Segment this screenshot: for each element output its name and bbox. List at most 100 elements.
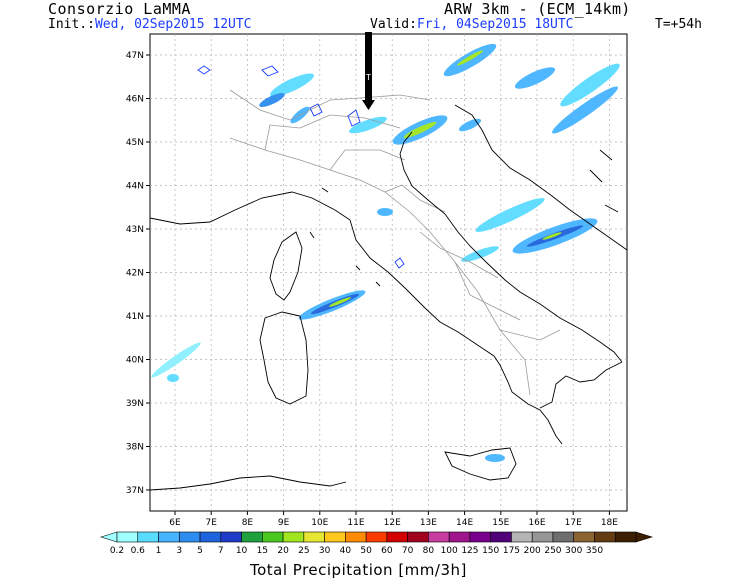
lon-label: 13E: [420, 518, 437, 528]
legend-swatch: [635, 531, 654, 543]
precip-band: [167, 374, 179, 382]
legend-swatch: [614, 531, 637, 543]
arrow-marker-icon: T: [362, 32, 375, 110]
legend-swatch: [303, 531, 325, 543]
lat-label: 37N: [126, 486, 144, 496]
legend-title: Total Precipitation [mm/3h]: [250, 561, 467, 579]
legend-swatch: [116, 531, 139, 543]
precip-band: [377, 208, 393, 216]
legend-value: 80: [423, 546, 435, 556]
organization-title: Consorzio LaMMA: [48, 0, 191, 18]
lon-label: 12E: [384, 518, 401, 528]
svg-text:T: T: [365, 73, 371, 82]
legend-value: 100: [441, 546, 458, 556]
legend-value: 70: [402, 546, 414, 556]
longitude-labels: 6E 7E 8E 9E 10E 11E 12E 13E 14E 15E 16E 17E 18E: [169, 511, 618, 528]
legend-swatch: [178, 531, 201, 543]
precip-band: [349, 116, 387, 134]
legend-swatch: [365, 531, 388, 543]
legend-value: 350: [586, 546, 603, 556]
precip-band: [461, 246, 499, 262]
valid-label: Valid:: [370, 17, 417, 32]
legend-value: 3: [176, 546, 182, 556]
legend-swatch: [407, 531, 429, 543]
latitude-labels: 47N 46N 45N 44N 43N 42N 41N 40N 39N 38N 37N: [126, 51, 150, 496]
precip-band: [560, 63, 620, 107]
legend-value: 200: [524, 546, 541, 556]
lat-label: 43N: [126, 225, 144, 235]
legend-swatch: [531, 531, 554, 543]
precip-band: [403, 121, 437, 139]
precip-band: [514, 67, 556, 89]
legend-value: 25: [298, 546, 309, 556]
legend-value: 125: [461, 546, 478, 556]
legend-value: 7: [218, 546, 224, 556]
lon-label: 6E: [169, 518, 181, 528]
legend-swatch: [220, 531, 242, 543]
lat-label: 45N: [126, 138, 144, 148]
legend-swatch: [137, 531, 159, 543]
color-legend: [99, 531, 654, 543]
legend-labels: 0.2 0.6 1 3 5 7 10 15 20 25 30 40 50 60 70 80 100 125 150 1…: [110, 546, 604, 556]
legend-value: 60: [381, 546, 393, 556]
lon-label: 17E: [565, 518, 582, 528]
legend-swatch: [552, 531, 575, 543]
legend-swatch: [594, 531, 616, 543]
lon-label: 7E: [205, 518, 217, 528]
legend-value: 1: [156, 546, 162, 556]
legend-value: 15: [257, 546, 268, 556]
legend-value: 5: [197, 546, 203, 556]
legend-swatch: [511, 531, 533, 543]
valid-value: Fri, 04Sep2015 18UTC: [416, 17, 574, 32]
precip-band: [456, 50, 484, 66]
legend-value: 150: [482, 546, 499, 556]
legend-swatch: [345, 531, 367, 543]
legend-swatch: [199, 531, 222, 543]
precip-band: [151, 342, 201, 378]
legend-swatch: [99, 531, 118, 543]
lat-label: 46N: [126, 95, 144, 105]
lat-label: 44N: [126, 182, 144, 192]
init-value: Wed, 02Sep2015 12UTC: [94, 17, 252, 32]
coastlines: [149, 104, 628, 491]
lead-time: T=+54h: [655, 17, 702, 32]
legend-swatch: [428, 531, 450, 543]
legend-value: 250: [544, 546, 561, 556]
legend-swatch: [469, 531, 491, 543]
legend-value: 30: [319, 546, 331, 556]
precip-band: [328, 297, 352, 307]
legend-swatch: [158, 531, 180, 543]
lat-label: 39N: [126, 399, 144, 409]
lon-label: 11E: [347, 518, 364, 528]
precip-band: [458, 118, 482, 132]
legend-swatch: [573, 531, 595, 543]
lat-label: 47N: [126, 51, 144, 61]
legend-swatch: [448, 531, 471, 543]
legend-swatch: [386, 531, 408, 543]
precip-band: [259, 93, 285, 107]
admin-borders: [229, 89, 561, 396]
lakes: [197, 65, 405, 269]
legend-value: 175: [503, 546, 520, 556]
lat-label: 40N: [126, 356, 144, 366]
legend-value: 50: [360, 546, 372, 556]
lon-label: 9E: [278, 518, 290, 528]
legend-value: 40: [340, 546, 352, 556]
legend-swatch: [324, 531, 346, 543]
legend-swatch: [262, 531, 284, 543]
precip-band: [475, 198, 545, 232]
lat-label: 42N: [126, 269, 144, 279]
valid-time: Valid:Fri, 04Sep2015 18UTC: [370, 17, 574, 32]
legend-value: 300: [565, 546, 582, 556]
lon-label: 18E: [601, 518, 618, 528]
legend-value: 0.6: [131, 546, 146, 556]
lon-label: 14E: [456, 518, 473, 528]
lat-label: 41N: [126, 312, 144, 322]
precip-band: [552, 86, 618, 134]
model-title: ARW 3km - (ECM_14km): [444, 0, 631, 18]
legend-swatch: [282, 531, 305, 543]
init-label: Init.:: [48, 17, 95, 32]
legend-value: 10: [236, 546, 248, 556]
lon-label: 8E: [242, 518, 254, 528]
